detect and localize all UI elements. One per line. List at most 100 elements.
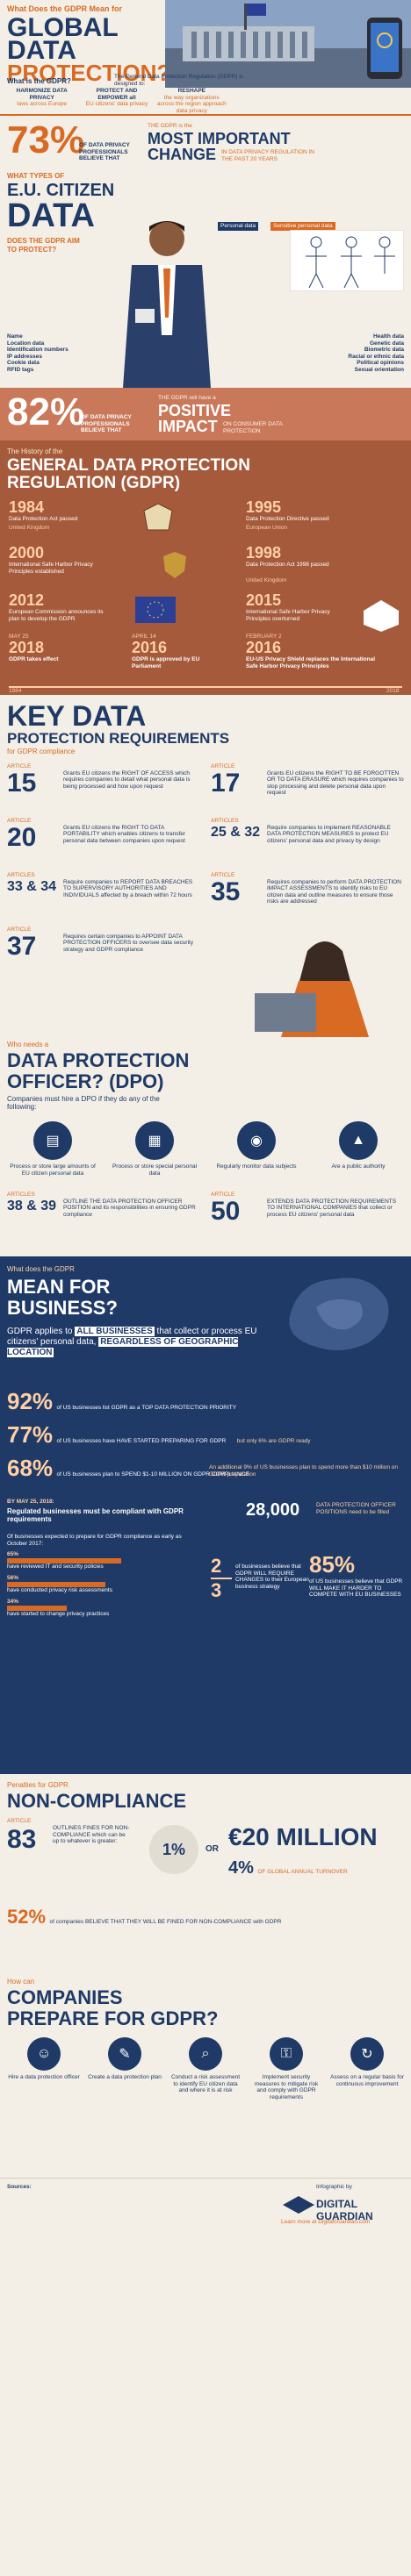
businessman-illustration	[123, 221, 211, 388]
dpo-positions-value: 28,000	[246, 1500, 300, 1520]
event-text-2018: GDPR takes effect	[9, 656, 59, 662]
prepare-step-5: ↻ Assess on a regular basis for continuo…	[330, 2037, 404, 2100]
by-may-sub: Regulated businesses must be compliant w…	[7, 1507, 184, 1523]
dpo-kicker: Who needs a	[7, 1041, 49, 1048]
sources-label: Sources:	[7, 2184, 32, 2190]
event-text-1984: Data Protection Act passed	[9, 516, 78, 522]
stat-85-block: 85% of US businesses believe that GDPR W…	[309, 1551, 403, 1598]
prepare-step-3: ⌕ Conduct a risk assessment to identify …	[169, 2037, 242, 2100]
dpo-item-large-data: ▤ Process or store large amounts of EU c…	[7, 1121, 98, 1177]
goal-harmonize: HARMONIZE DATA PRIVACY laws across Europ…	[16, 88, 68, 107]
person-icon: ☺	[27, 2037, 61, 2071]
event-year-2018: 2018	[9, 639, 45, 656]
event-year-2016b: 2016	[246, 639, 282, 656]
stat-68-row: 68% of US businesses plan to SPEND $1-10…	[7, 1455, 398, 1481]
stat-82-note: OF DATA PRIVACY PROFESSIONALS BELIEVE TH…	[81, 414, 132, 433]
bar-row-34: 34% have started to change privacy pract…	[7, 1599, 110, 1617]
digital-guardian-logo-icon	[283, 2196, 314, 2214]
article-17-card: ARTICLE 17 Grants EU citizens the RIGHT …	[211, 763, 404, 798]
dpo-section: Who needs a DATA PROTECTION OFFICER? (DP…	[0, 1037, 411, 1256]
business-kicker: What does the GDPR	[7, 1265, 75, 1273]
prepare-title1: COMPANIES	[7, 1986, 123, 2008]
dpo-item-special-data: ▦ Process or store special personal data	[109, 1121, 200, 1177]
article-35-card: ARTICLE 35 Requires companies to perform…	[211, 872, 401, 906]
key-requirements-section: KEY DATA PROTECTION REQUIREMENTS for GDP…	[0, 695, 411, 1037]
prepare-steps-row: ☺ Hire a data protection officer ✎ Creat…	[7, 2037, 404, 2100]
eu-parliament-photo	[165, 0, 411, 88]
history-kicker: The History of the	[7, 447, 63, 455]
brand-name: DIGITAL GUARDIAN	[316, 2198, 373, 2222]
stat-77-row: 77% of US businesses have HAVE STARTED P…	[7, 1421, 311, 1448]
stat-82-big2: IMPACT	[158, 418, 218, 435]
event-sub-1995: European Union	[246, 525, 287, 531]
prep-bars: 65% have reviewed IT and security polici…	[7, 1551, 200, 1622]
dpo-positions-text: DATA PROTECTION OFFICER POSITIONS need t…	[316, 1502, 396, 1515]
stat-92-row: 92% of US businesses list GDPR as a TOP …	[7, 1388, 237, 1414]
stat-82-tail: ON CONSUMER DATA PROTECTION	[223, 421, 283, 434]
fraction-line	[211, 1578, 232, 1579]
dpo-item-public: ▲ Are a public authority	[313, 1121, 404, 1177]
personal-data-tag: Personal data	[218, 216, 259, 232]
event-sub-1998: United Kingdom	[246, 577, 287, 583]
penalty-art-text: OUTLINES FINES FOR NON-COMPLIANCE which …	[53, 1825, 130, 1844]
article-50-card: ARTICLE 50 EXTENDS DATA PROTECTION REQUI…	[211, 1191, 397, 1226]
event-date-2018: MAY 25	[9, 633, 29, 640]
timeline-axis	[9, 686, 402, 688]
prepare-section: How can COMPANIES PREPARE FOR GDPR? ☺ Hi…	[0, 1976, 411, 2178]
sensitive-data-list: Health data Genetic data Biometric data …	[348, 333, 404, 373]
stat-73-big1: MOST IMPORTANT	[148, 130, 291, 147]
event-year-2016a: 2016	[132, 639, 168, 656]
event-date-2016b: FEBRUARY 2	[246, 633, 282, 640]
intro-kicker: What Does the GDPR Mean for	[7, 4, 123, 13]
by-may: BY MAY 25, 2018:	[7, 1499, 54, 1505]
stat-73-big2: CHANGE	[148, 146, 217, 163]
penalties-title: NON-COMPLIANCE	[7, 1790, 187, 1812]
bars-title: Of businesses expected to prepare for GD…	[7, 1534, 182, 1547]
title-data: DATA	[7, 36, 76, 65]
goals-row: HARMONIZE DATA PRIVACY laws across Europ…	[7, 88, 227, 114]
article-38-39-card: ARTICLES 38 & 39 OUTLINE THE DATA PROTEC…	[7, 1191, 196, 1218]
stat-82-line1: THE GDPR will have a	[158, 395, 216, 401]
prepare-title2: PREPARE FOR GDPR?	[7, 2007, 219, 2029]
dpo-item-monitor: ◉ Regularly monitor data subjects	[211, 1121, 302, 1177]
stat-73-value: 73%	[7, 118, 85, 161]
shield-icon	[163, 552, 186, 578]
lock-icon: ⚿	[270, 2037, 303, 2071]
magnifier-icon: ⌕	[189, 2037, 222, 2071]
stat-73-line1: THE GDPR is the	[148, 123, 192, 129]
prepare-step-4: ⚿ Implement security measures to mitigat…	[249, 2037, 323, 2100]
dpo-items-row: ▤ Process or store large amounts of EU c…	[7, 1121, 404, 1177]
one-percent-coin-icon: 1%	[149, 1825, 198, 1874]
key-sub: for GDPR compliance	[7, 748, 76, 755]
file-icon: ▦	[135, 1121, 174, 1160]
dpo-title2: OFFICER? (DPO)	[7, 1070, 164, 1092]
learn-more-link[interactable]: Learn more at DigitalGuardian.com	[281, 2219, 371, 2225]
bar-fill	[7, 1605, 67, 1611]
event-year-2012: 2012	[9, 591, 45, 609]
eu-sub2: TO PROTECT?	[7, 246, 57, 254]
eu-sub1: DOES THE GDPR AIM	[7, 237, 80, 245]
stat-82-big1: POSITIVE	[158, 402, 232, 419]
history-title1: GENERAL DATA PROTECTION	[7, 456, 250, 475]
eu-kicker: WHAT TYPES OF	[7, 172, 65, 180]
uk-crest-icon	[143, 503, 173, 531]
event-year-1995: 1995	[246, 498, 282, 516]
goal-reshape: RESHAPE the way organizations across the…	[156, 88, 227, 114]
penalty-art-num: 83	[7, 1825, 37, 1854]
stat-52-row: 52% of companies BELIEVE THAT THEY WILL …	[7, 1906, 282, 1928]
europe-map-icon	[289, 1277, 389, 1350]
eu-data-section: WHAT TYPES OF E.U. CITIZEN DATA DOES THE…	[0, 168, 411, 388]
sensitive-data-tag: Sensitive personal data	[270, 216, 335, 232]
bar-row-56: 56% have conducted privacy risk assessme…	[7, 1575, 112, 1593]
history-title2: REGULATION (GDPR)	[7, 474, 181, 492]
footer-section: Sources: Infographic by DIGITAL GUARDIAN…	[0, 2178, 411, 2245]
stat-82-value: 82%	[7, 390, 85, 433]
stat-82-section: 82% OF DATA PRIVACY PROFESSIONALS BELIEV…	[0, 388, 411, 440]
key-title2: PROTECTION REQUIREMENTS	[7, 730, 230, 747]
penalty-or: OR	[206, 1844, 219, 1854]
history-section: The History of the GENERAL DATA PROTECTI…	[0, 440, 411, 695]
prepare-kicker: How can	[7, 1978, 35, 1986]
article-33-34-card: ARTICLES 33 & 34 Require companies to RE…	[7, 872, 193, 898]
article-20-card: ARTICLE 20 Grants EU citizens the RIGHT …	[7, 818, 186, 852]
event-text-2016a: GDPR is approved by EU Parliament	[132, 656, 200, 669]
